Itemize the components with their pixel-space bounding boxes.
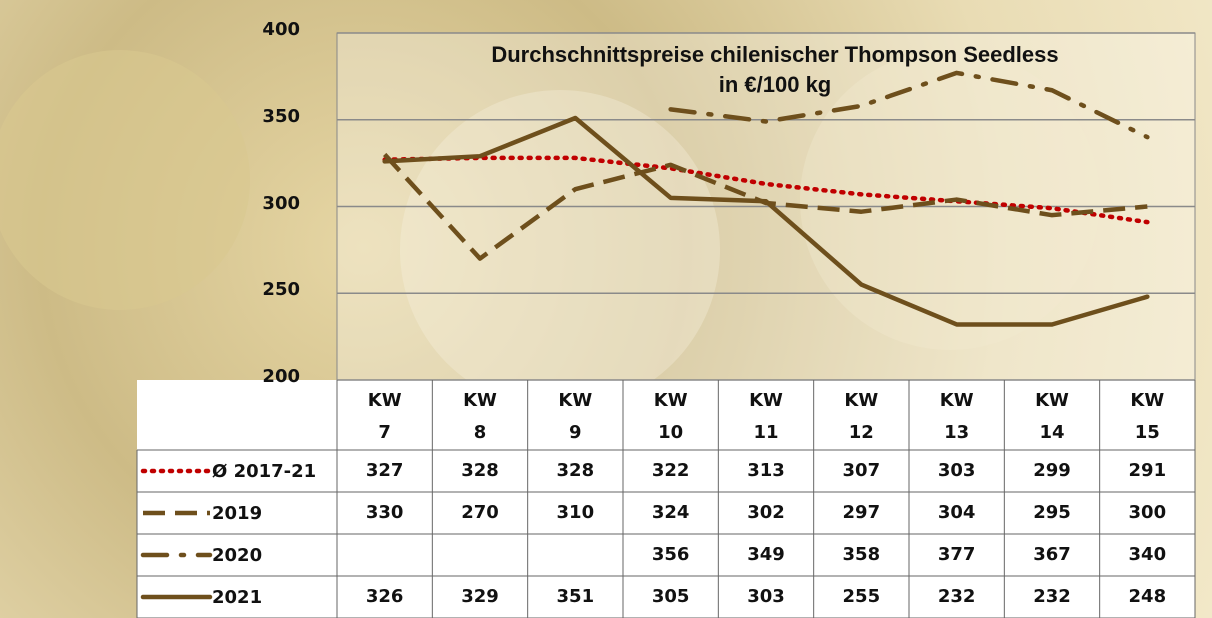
legend-label: 2019 (140, 492, 335, 534)
table-value: 349 (718, 534, 813, 576)
table-value: 356 (623, 534, 718, 576)
legend-label: Ø 2017-21 (140, 450, 335, 492)
table-value: 377 (909, 534, 1004, 576)
table-value: 328 (528, 450, 623, 492)
table-value: 351 (528, 576, 623, 618)
y-tick-label: 350 (240, 106, 300, 127)
table-value: 255 (814, 576, 909, 618)
table-value: 302 (718, 492, 813, 534)
x-tick-label: KW 10 (623, 384, 718, 450)
table-value: 307 (814, 450, 909, 492)
table-value: 303 (909, 450, 1004, 492)
table-value: 358 (814, 534, 909, 576)
table-value: 299 (1004, 450, 1099, 492)
x-tick-label: KW 9 (528, 384, 623, 450)
legend-label: 2020 (140, 534, 335, 576)
table-value: 310 (528, 492, 623, 534)
y-tick-label: 250 (240, 279, 300, 300)
y-tick-label: 300 (240, 193, 300, 214)
table-value: 324 (623, 492, 718, 534)
x-tick-label: KW 8 (432, 384, 527, 450)
x-tick-label: KW 12 (814, 384, 909, 450)
chart: Durchschnittspreise chilenischer Thompso… (0, 0, 1212, 618)
x-tick-label: KW 7 (337, 384, 432, 450)
y-tick-label: 400 (240, 19, 300, 40)
table-value: 304 (909, 492, 1004, 534)
table-value: 327 (337, 450, 432, 492)
table-value: 305 (623, 576, 718, 618)
x-tick-label: KW 15 (1100, 384, 1195, 450)
y-tick-label: 200 (240, 366, 300, 387)
table-value: 300 (1100, 492, 1195, 534)
chart-title: Durchschnittspreise chilenischer Thompso… (360, 40, 1190, 100)
x-tick-label: KW 13 (909, 384, 1004, 450)
table-value: 329 (432, 576, 527, 618)
table-value: 232 (1004, 576, 1099, 618)
table-value: 330 (337, 492, 432, 534)
table-value: 322 (623, 450, 718, 492)
x-tick-label: KW 11 (718, 384, 813, 450)
x-tick-label: KW 14 (1004, 384, 1099, 450)
table-value: 248 (1100, 576, 1195, 618)
table-value: 297 (814, 492, 909, 534)
table-value: 291 (1100, 450, 1195, 492)
table-value: 303 (718, 576, 813, 618)
table-value: 270 (432, 492, 527, 534)
table-value: 295 (1004, 492, 1099, 534)
table-value: 328 (432, 450, 527, 492)
table-value: 326 (337, 576, 432, 618)
table-value: 313 (718, 450, 813, 492)
legend-label: 2021 (140, 576, 335, 618)
table-value: 367 (1004, 534, 1099, 576)
table-value: 232 (909, 576, 1004, 618)
table-value: 340 (1100, 534, 1195, 576)
